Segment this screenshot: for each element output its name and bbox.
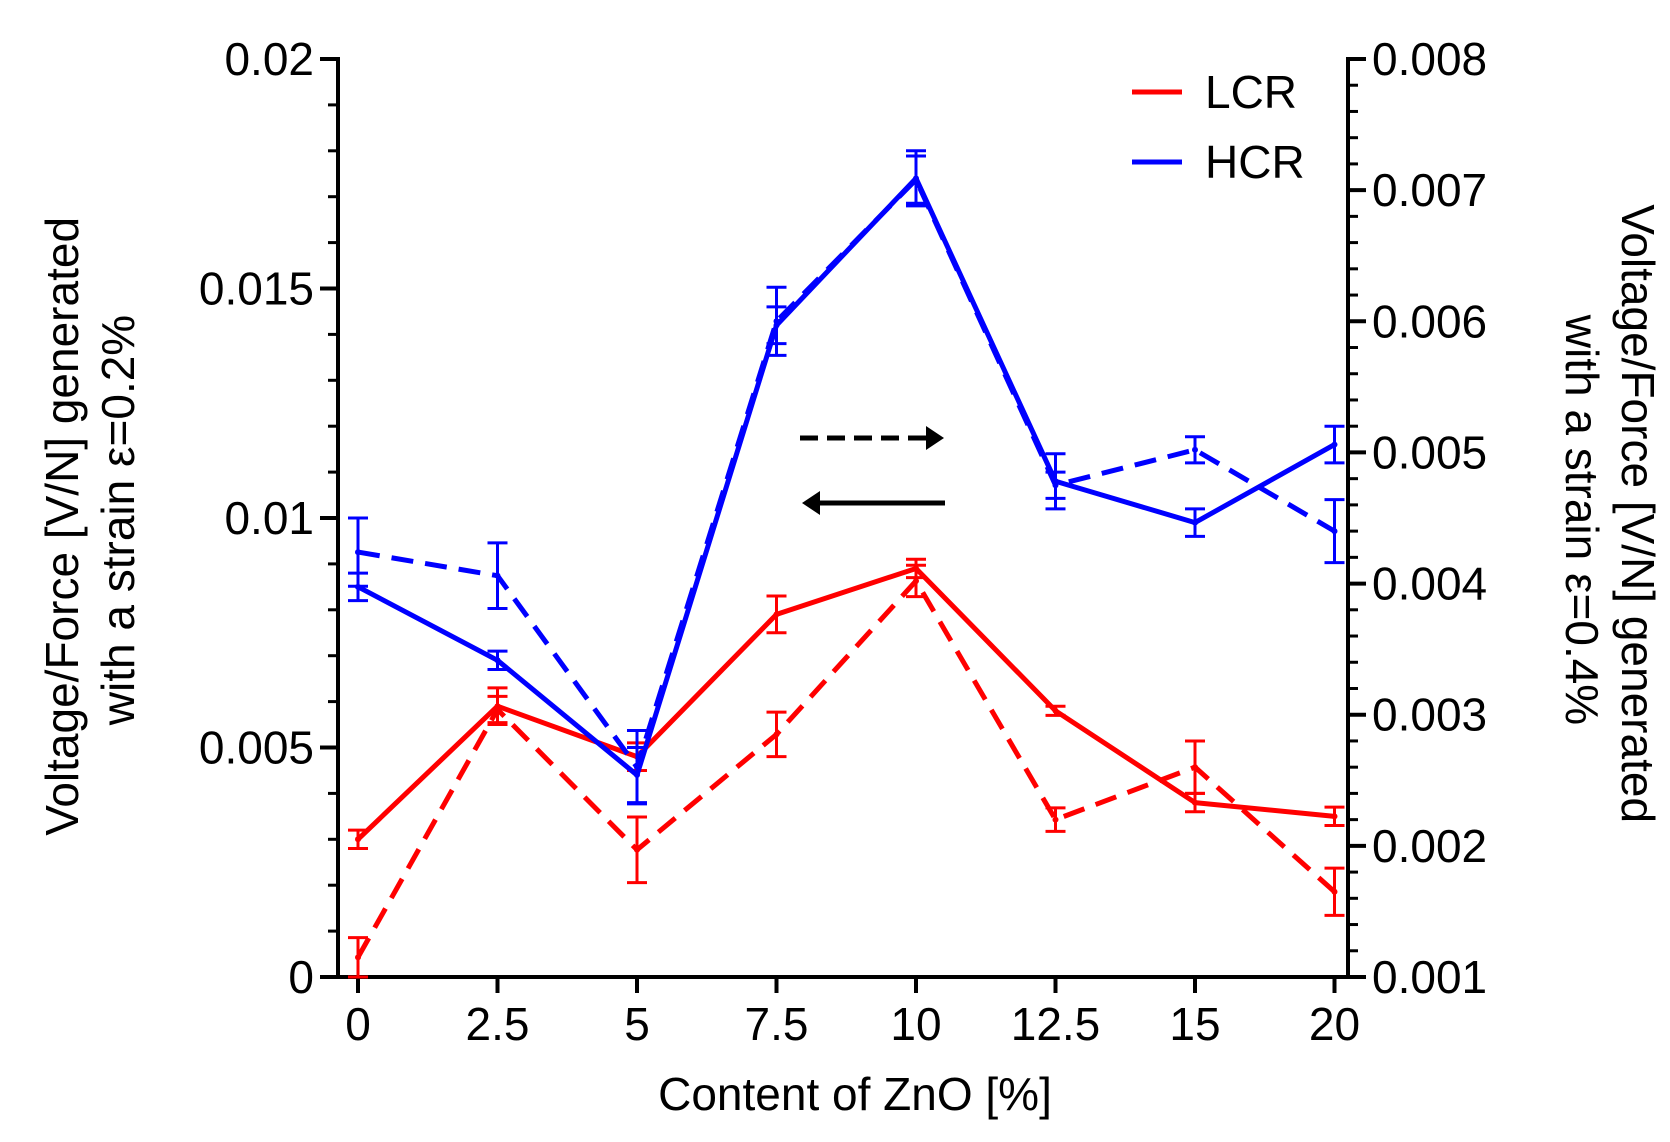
- data-point: [1052, 482, 1059, 489]
- right-tick-label: 0.001: [1372, 951, 1487, 1003]
- series-line: [355, 578, 1337, 959]
- series-line: [356, 175, 1336, 778]
- left-tick-label: 0.005: [199, 722, 314, 774]
- data-point: [1331, 441, 1338, 448]
- right-tick-label: 0.007: [1372, 164, 1487, 216]
- axes: [336, 57, 1350, 979]
- series-line: [356, 565, 1335, 842]
- series: [348, 149, 1345, 979]
- right-tick-label: 0.004: [1372, 558, 1487, 610]
- data-point: [1192, 446, 1198, 453]
- series-1: [348, 563, 1345, 979]
- x-tick-label: 10: [890, 998, 941, 1050]
- data-point: [1052, 707, 1059, 714]
- right-tick-label: 0.005: [1372, 426, 1487, 478]
- series-line: [357, 177, 1336, 770]
- left-y-axis-title-line1: Voltage/Force [V/N] generated: [36, 217, 88, 836]
- right-tick-label: 0.002: [1372, 820, 1487, 872]
- data-point: [634, 764, 640, 771]
- data-point: [494, 572, 501, 579]
- data-point: [1331, 813, 1338, 820]
- right-tick-label: 0.006: [1372, 295, 1487, 347]
- data-point: [355, 549, 361, 556]
- x-tick-label: 12.5: [1011, 998, 1101, 1050]
- data-point: [494, 706, 501, 713]
- data-point: [1052, 816, 1059, 823]
- data-point: [1331, 888, 1338, 895]
- x-tick-label: 0: [345, 998, 371, 1050]
- legend-hcr-label: HCR: [1205, 136, 1305, 188]
- data-point: [773, 611, 780, 618]
- data-point: [494, 657, 501, 664]
- x-axis-title: Content of ZnO [%]: [658, 1068, 1052, 1120]
- left-y-axis-title-line2: with a strain ε=0.2%: [92, 315, 144, 726]
- left-tick-label: 0.02: [224, 33, 314, 85]
- left-tick-label: 0.015: [199, 263, 314, 315]
- data-point: [773, 731, 780, 738]
- right-tick-label: 0.008: [1372, 33, 1487, 85]
- x-tick-label: 5: [624, 998, 650, 1050]
- data-point: [913, 176, 919, 183]
- data-point: [1192, 519, 1198, 526]
- data-point: [355, 954, 361, 961]
- x-tick-label: 7.5: [745, 998, 809, 1050]
- data-point: [634, 846, 640, 853]
- data-point: [1331, 528, 1338, 535]
- left-y-axis-title: Voltage/Force [V/N] generated with a str…: [36, 204, 144, 836]
- dashed-right-arrow-head-icon: [926, 426, 944, 450]
- right-tick-label: 0.003: [1372, 689, 1487, 741]
- data-point: [1192, 799, 1198, 806]
- solid-left-arrow-head-icon: [802, 491, 820, 515]
- x-tick-label: 20: [1309, 998, 1360, 1050]
- legend: LCR HCR: [1132, 66, 1305, 188]
- data-point: [355, 836, 361, 843]
- right-y-axis-title-line1: Voltage/Force [V/N] generated: [1612, 204, 1664, 823]
- x-tick-label: 2.5: [466, 998, 530, 1050]
- x-tick-label: 15: [1169, 998, 1220, 1050]
- data-point: [773, 318, 780, 325]
- series-3: [348, 154, 1345, 806]
- right-y-axis-title-line2: with a strain ε=0.4%: [1556, 314, 1608, 725]
- ticks: 0 0.005 0.01 0.015 0.02 0.001 0.002 0.003 0.004 0…: [199, 33, 1487, 1050]
- left-tick-label: 0: [288, 951, 314, 1003]
- data-point: [913, 577, 919, 584]
- axis-arrows: [800, 426, 945, 515]
- left-tick-label: 0.01: [224, 492, 314, 544]
- legend-lcr-label: LCR: [1205, 66, 1297, 118]
- right-y-axis-title: Voltage/Force [V/N] generated with a str…: [1556, 204, 1664, 836]
- data-point: [1192, 764, 1198, 771]
